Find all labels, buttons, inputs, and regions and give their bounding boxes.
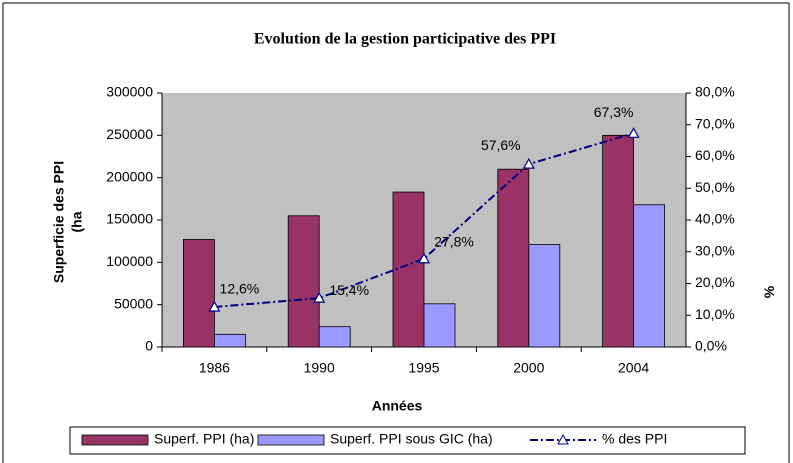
bar xyxy=(213,333,246,348)
marker xyxy=(522,157,535,169)
y-tick-label: 50000 xyxy=(114,295,153,311)
y2-tick-label: 0,0% xyxy=(695,338,727,354)
y2-tick-label: 80,0% xyxy=(695,84,735,100)
x-tick-label: 1990 xyxy=(304,360,335,376)
legend xyxy=(69,426,746,455)
y-tick-label: 200000 xyxy=(106,168,153,184)
bar xyxy=(287,215,320,348)
x-tick-label: 2000 xyxy=(513,360,544,376)
legend-swatch xyxy=(81,434,149,446)
y2-tick-label: 60,0% xyxy=(695,147,735,163)
legend-label: Superf. PPI sous GIC (ha) xyxy=(330,431,493,447)
bar xyxy=(497,168,530,348)
marker xyxy=(208,300,221,312)
y2-tick-label: 50,0% xyxy=(695,179,735,195)
y2-axis-label: % xyxy=(761,286,777,299)
data-label: 12,6% xyxy=(220,281,260,297)
data-label: 57,6% xyxy=(481,137,521,153)
y-tick-label: 0 xyxy=(145,338,153,354)
y-axis-label: Superficie des PPI xyxy=(51,161,67,283)
marker xyxy=(417,252,431,264)
bar xyxy=(392,191,425,348)
bar xyxy=(528,244,561,348)
x-tick-label: 1986 xyxy=(199,360,230,376)
x-axis-label: Années xyxy=(372,398,423,414)
y2-tick-label: 30,0% xyxy=(695,242,735,258)
marker xyxy=(627,127,640,138)
bar xyxy=(633,204,665,348)
y2-tick-label: 10,0% xyxy=(695,306,735,322)
legend-swatch xyxy=(257,434,325,446)
legend-label: % des PPI xyxy=(602,431,667,447)
y-axis-label: (ha xyxy=(69,211,85,232)
bar xyxy=(182,239,215,348)
y-tick-label: 300000 xyxy=(106,84,153,100)
legend-label: Superf. PPI (ha) xyxy=(154,431,254,447)
chart-title: Evolution de la gestion participative de… xyxy=(254,31,556,48)
bar xyxy=(602,134,634,348)
y2-tick-label: 70,0% xyxy=(695,115,735,131)
bar xyxy=(318,326,351,348)
y-tick-label: 100000 xyxy=(106,253,153,269)
x-tick-label: 1995 xyxy=(408,360,439,376)
marker xyxy=(313,291,326,303)
y-tick-label: 250000 xyxy=(106,126,153,142)
data-label: 27,8% xyxy=(434,233,474,249)
x-tick-label: 2004 xyxy=(618,360,649,376)
data-label: 15,4% xyxy=(329,282,369,298)
data-label: 67,3% xyxy=(594,104,634,120)
legend-marker xyxy=(557,433,569,445)
y-tick-label: 150000 xyxy=(106,211,153,227)
line xyxy=(214,132,634,308)
y2-tick-label: 40,0% xyxy=(695,211,735,227)
y2-tick-label: 20,0% xyxy=(695,274,735,290)
bar xyxy=(423,303,456,348)
